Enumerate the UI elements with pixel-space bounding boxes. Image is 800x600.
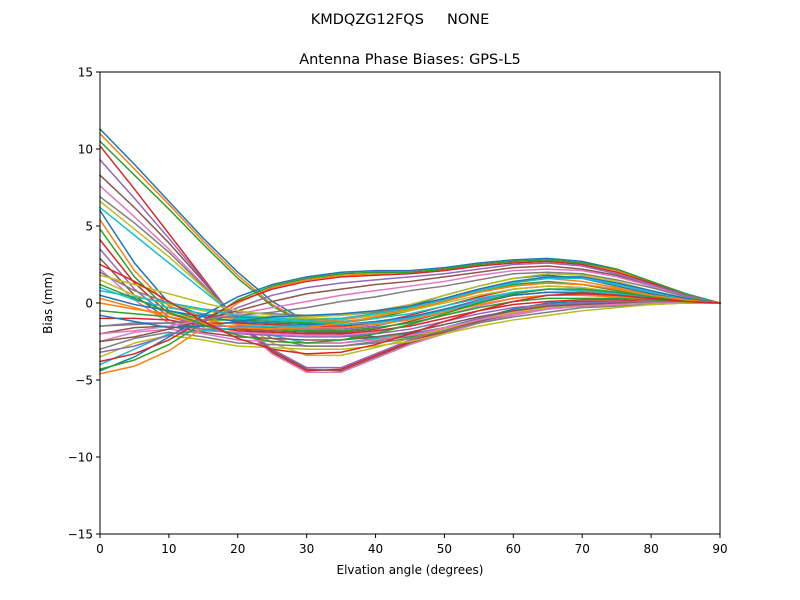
series-line-26 — [99, 302, 721, 341]
y-tick-label: 10 — [78, 143, 93, 157]
x-tick-label: 80 — [643, 542, 658, 556]
y-tick-label: −5 — [75, 374, 93, 388]
x-tick-label: 70 — [575, 542, 590, 556]
y-tick-label: 15 — [78, 66, 93, 80]
chart-title: Antenna Phase Biases: GPS-L5 — [299, 52, 521, 68]
y-axis: −15 −10 −5 0 5 10 15 — [68, 66, 100, 542]
series-layer — [98, 127, 721, 375]
x-tick-label: 90 — [712, 542, 727, 556]
x-tick-label: 20 — [230, 542, 245, 556]
series-line-28 — [99, 302, 721, 351]
series-line-25 — [99, 300, 721, 338]
x-tick-label: 10 — [161, 542, 176, 556]
figure-suptitle: KMDQZG12FQS NONE — [311, 12, 490, 28]
series-line-38 — [99, 271, 721, 327]
series-line-42 — [99, 282, 721, 330]
y-axis-label: Bias (mm) — [41, 272, 55, 334]
series-line-20 — [99, 286, 721, 323]
series-line-43 — [99, 283, 721, 344]
plot-area — [98, 71, 721, 535]
series-line-27 — [99, 302, 721, 344]
series-line-39 — [99, 272, 721, 318]
series-line-40 — [99, 277, 721, 321]
x-tick-label: 30 — [299, 542, 314, 556]
y-tick-label: −15 — [68, 528, 93, 542]
y-tick-label: 5 — [85, 220, 93, 234]
x-tick-label: 60 — [506, 542, 521, 556]
x-tick-label: 0 — [96, 542, 104, 556]
x-tick-label: 50 — [437, 542, 452, 556]
y-tick-label: 0 — [85, 297, 93, 311]
x-axis-label: Elvation angle (degrees) — [337, 563, 484, 577]
series-line-41 — [99, 276, 721, 329]
series-line-44 — [98, 263, 721, 355]
y-tick-label: −10 — [68, 451, 93, 465]
x-tick-label: 40 — [368, 542, 383, 556]
x-axis: 0 10 20 30 40 50 60 70 80 90 — [96, 534, 728, 556]
series-line-29 — [99, 302, 721, 358]
